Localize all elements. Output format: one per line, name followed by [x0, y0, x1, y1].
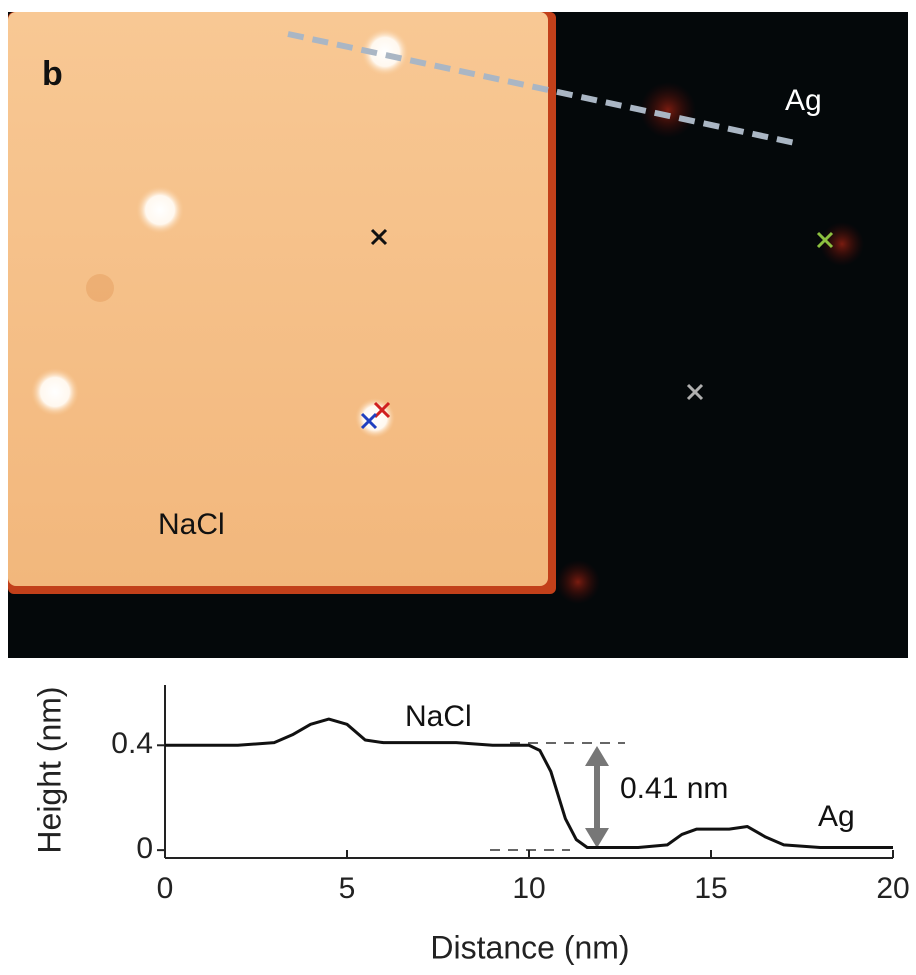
- annotation: Ag: [818, 800, 855, 833]
- annotation: NaCl: [405, 700, 472, 733]
- adsorbate: [136, 186, 184, 234]
- annotation: 0.41 nm: [620, 772, 728, 805]
- cross-marker: [370, 228, 388, 246]
- panel-label: b: [42, 55, 63, 93]
- x-tick-label: 10: [512, 872, 545, 905]
- cross-marker: [360, 412, 378, 430]
- y-axis-label: Height (nm): [31, 686, 67, 853]
- region-label: Ag: [785, 84, 822, 117]
- adsorbate: [31, 368, 79, 416]
- defect: [86, 274, 114, 302]
- x-tick-label: 0: [157, 872, 174, 905]
- nacl-island: [8, 12, 548, 586]
- cross-marker: [373, 401, 391, 419]
- cross-marker: [686, 383, 704, 401]
- profile-line: [165, 717, 893, 850]
- adsorbate: [361, 28, 409, 76]
- x-axis-label: Distance (nm): [430, 929, 629, 965]
- stm-image: b Ag NaCl: [8, 12, 908, 658]
- height-arrow: [585, 746, 609, 848]
- cross-marker: [816, 231, 834, 249]
- region-label: NaCl: [158, 508, 225, 541]
- x-tick-label: 15: [694, 872, 727, 905]
- profile-chart: NaCl 0.41 nm Ag Distance (nm) Height (nm…: [31, 685, 910, 965]
- profile-line: [287, 31, 796, 146]
- x-tick-label: 20: [876, 872, 909, 905]
- markers: [360, 228, 834, 430]
- y-tick-label: 0: [136, 832, 153, 865]
- x-tick-label: 5: [339, 872, 356, 905]
- adsorbate: [556, 560, 600, 604]
- adsorbate: [820, 222, 864, 266]
- y-tick-label: 0.4: [111, 727, 153, 760]
- adsorbate: [640, 82, 696, 138]
